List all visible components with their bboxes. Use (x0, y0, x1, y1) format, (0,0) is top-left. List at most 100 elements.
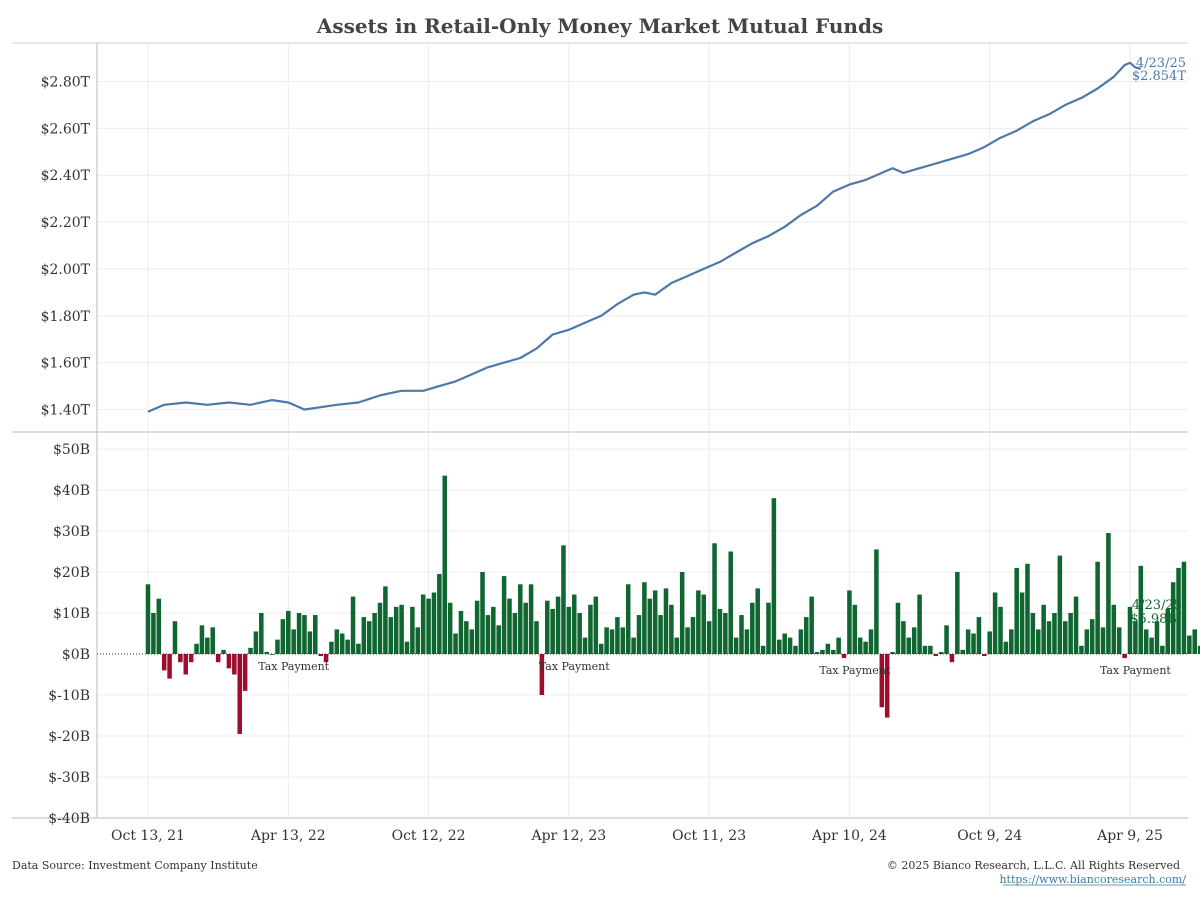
flow-bar (264, 651, 269, 654)
x-tick-label: Apr 10, 24 (811, 828, 887, 844)
flow-bar (1068, 613, 1073, 654)
top-y-tick-label: $1.40T (41, 403, 91, 419)
flow-bar (550, 608, 555, 654)
top-y-tick-label: $1.60T (41, 356, 91, 372)
flow-bar (156, 598, 162, 654)
flow-bar (766, 602, 771, 654)
x-tick-labels: Oct 13, 21 Apr 13, 22 Oct 12, 22 Apr 12, 23… (111, 828, 1163, 844)
flow-bar (501, 576, 507, 654)
bottom-y-tick-label: $0B (62, 647, 90, 663)
flow-bar (1170, 582, 1176, 654)
flow-bar (690, 617, 696, 654)
flow-bar (798, 629, 804, 654)
flow-bar (259, 613, 264, 654)
x-tick-label: Oct 9, 24 (957, 828, 1022, 844)
flow-bar (188, 654, 194, 663)
top-y-tick-label: $2.60T (41, 121, 91, 137)
flow-bar (518, 584, 523, 654)
flow-bar (906, 637, 912, 654)
flow-bar (1165, 608, 1171, 654)
bottom-y-tick-label: $-30B (48, 770, 90, 786)
flow-bar (275, 639, 280, 654)
flow-bar (1057, 555, 1063, 654)
copyright-note: © 2025 Bianco Research, L.L.C. All Right… (887, 859, 1180, 872)
flow-bar (393, 606, 399, 654)
flow-bar (787, 637, 793, 654)
flow-bar (663, 588, 669, 654)
flow-bar (852, 604, 858, 654)
flow-bar (404, 641, 410, 654)
flow-bar (814, 651, 820, 654)
bottom-y-tick-label: $-20B (48, 729, 90, 745)
tax-payment-annotation: Tax Payment (819, 664, 890, 677)
flow-bar (350, 596, 356, 654)
top-y-tick-label: $2.80T (41, 75, 91, 91)
flow-bar (647, 598, 653, 654)
flow-bar (183, 654, 189, 675)
flow-bar (507, 598, 512, 654)
flow-bar (1041, 604, 1046, 654)
flow-bar (760, 645, 766, 654)
bottom-y-tick-labels: $-40B $-30B $-20B $-10B $0B $10B $20B $30B $40B $… (48, 442, 90, 827)
flow-bar (868, 629, 874, 654)
flow-bar (1079, 645, 1084, 654)
top-y-tick-labels: $1.40T $1.60T $1.80T $2.00T $2.20T $2.40T $2.6… (41, 75, 91, 419)
flow-bar (922, 645, 928, 654)
x-tick-label: Apr 13, 22 (250, 828, 326, 844)
flow-bar (215, 654, 221, 663)
flow-bar (620, 627, 626, 654)
flow-bar (1176, 567, 1181, 654)
flow-bar (1122, 654, 1127, 659)
flow-bar (420, 594, 426, 654)
flow-bar (674, 637, 680, 654)
flow-bar (437, 574, 442, 654)
flow-bar (841, 654, 847, 659)
flow-bar (388, 617, 394, 654)
flow-bar (571, 594, 577, 654)
bottom-y-tick-label: $-10B (48, 688, 90, 704)
line-end-label-value: $2.854T (1132, 69, 1186, 84)
top-y-tick-label: $2.00T (41, 262, 91, 278)
flow-bar (307, 631, 313, 654)
flow-bar (431, 592, 437, 654)
flow-bar (237, 654, 242, 734)
flow-bar (706, 621, 712, 654)
flow-bar (1019, 592, 1025, 654)
flow-bar (458, 610, 464, 654)
flow-bar (1052, 613, 1057, 654)
flow-bar (345, 639, 350, 654)
flow-bar (771, 498, 777, 654)
flow-bar (642, 582, 647, 654)
flow-bar (604, 627, 609, 654)
flow-bar (1192, 629, 1198, 654)
flow-bar (1073, 596, 1079, 654)
flow-bar (938, 651, 944, 654)
flow-bar (825, 643, 831, 654)
flow-bar (474, 600, 480, 654)
flow-bar (464, 621, 469, 654)
chart-title: Assets in Retail-Only Money Market Mutua… (316, 14, 883, 38)
top-y-tick-label: $2.20T (41, 215, 91, 231)
flow-bar (955, 572, 960, 654)
flow-bar (172, 621, 178, 654)
flow-bar (998, 606, 1003, 654)
flow-bar (491, 606, 496, 654)
flow-bar (750, 602, 755, 654)
flow-bar (523, 602, 528, 654)
flow-bar (226, 654, 232, 669)
flow-bar (917, 594, 922, 654)
flow-bar (269, 654, 275, 655)
top-panel-gridlines (97, 81, 1188, 410)
flow-bar (728, 551, 733, 654)
flow-bar (1095, 561, 1100, 654)
flow-bar (453, 633, 458, 654)
flow-bar (232, 654, 237, 675)
flow-bar (793, 645, 798, 654)
flow-bar (334, 629, 340, 654)
flow-bar (210, 627, 216, 654)
flow-bar (366, 621, 372, 654)
flow-bar (809, 596, 814, 654)
flow-bar (717, 608, 723, 654)
flow-bar (1003, 641, 1009, 654)
website-link[interactable]: https://www.biancoresearch.com/ (999, 873, 1186, 886)
